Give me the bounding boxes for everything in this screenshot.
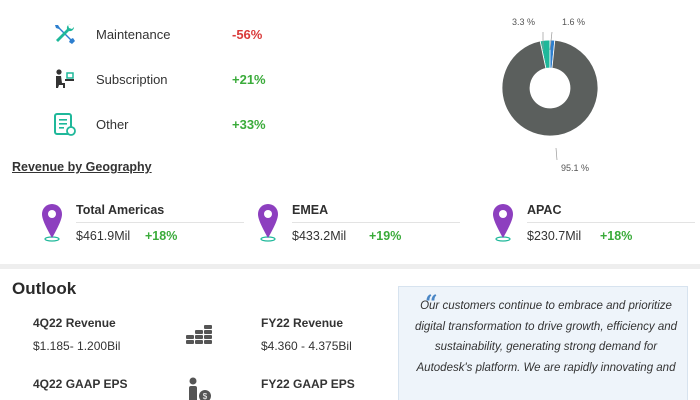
pie-label: 1.6 % bbox=[562, 17, 586, 27]
person-dollar-icon: $ bbox=[189, 377, 211, 400]
revenue-donut-chart bbox=[501, 31, 599, 161]
revenue-type-change: +33% bbox=[232, 116, 266, 132]
pie-label: 3.3 % bbox=[512, 17, 536, 27]
section-divider bbox=[0, 264, 700, 269]
location-pin-icon bbox=[493, 204, 513, 242]
geo-value: $461.9Mil bbox=[76, 229, 131, 243]
geo-card-americas: Total Americas $461.9Mil +18% bbox=[40, 200, 250, 250]
ceo-quote-box: “ Our customers continue to embrace and … bbox=[398, 286, 688, 400]
geo-name: Total Americas bbox=[76, 203, 165, 217]
revenue-type-row: Maintenance -56% bbox=[50, 19, 262, 49]
divider bbox=[527, 222, 695, 223]
geo-value: $433.2Mil bbox=[292, 229, 347, 243]
revenue-type-row: Other +33% bbox=[50, 109, 266, 139]
quote-mark-icon: “ bbox=[425, 291, 438, 317]
geo-name: EMEA bbox=[292, 203, 329, 217]
outlook-label: FY22 Revenue bbox=[261, 316, 344, 330]
geo-name: APAC bbox=[527, 203, 562, 217]
revenue-type-label: Maintenance bbox=[96, 26, 171, 42]
pie-leader-line bbox=[555, 147, 558, 161]
wrench-screwdriver-icon bbox=[50, 20, 78, 48]
geo-change: +19% bbox=[369, 229, 402, 243]
document-icon bbox=[50, 110, 78, 138]
pie-slice bbox=[501, 39, 599, 137]
geography-section-title[interactable]: Revenue by Geography bbox=[12, 160, 152, 174]
svg-text:$: $ bbox=[203, 392, 208, 400]
geo-change: +18% bbox=[145, 229, 178, 243]
ceo-quote: Our customers continue to embrace and pr… bbox=[414, 300, 678, 374]
geo-card-apac: APAC $230.7Mil +18% bbox=[491, 200, 700, 250]
revenue-type-change: +21% bbox=[232, 71, 266, 87]
location-pin-icon bbox=[258, 204, 278, 242]
coin-stack-icon bbox=[186, 325, 212, 344]
divider bbox=[292, 222, 460, 223]
pie-leader-line bbox=[549, 31, 553, 51]
geo-change: +18% bbox=[600, 229, 633, 243]
outlook-value: $4.360 - 4.375Bil bbox=[261, 339, 352, 353]
person-at-desk-icon bbox=[50, 65, 78, 93]
geo-card-emea: EMEA $433.2Mil +19% bbox=[256, 200, 466, 250]
geo-value: $230.7Mil bbox=[527, 229, 582, 243]
outlook-title: Outlook bbox=[12, 279, 77, 298]
location-pin-icon bbox=[42, 204, 62, 242]
pie-label: 95.1 % bbox=[561, 163, 590, 173]
outlook-label: 4Q22 Revenue bbox=[33, 316, 116, 330]
divider bbox=[76, 222, 244, 223]
revenue-type-label: Other bbox=[96, 116, 129, 132]
revenue-type-change: -56% bbox=[232, 26, 263, 42]
revenue-type-row: Subscription +21% bbox=[50, 64, 266, 94]
outlook-label: 4Q22 GAAP EPS bbox=[33, 377, 128, 391]
revenue-type-label: Subscription bbox=[96, 71, 168, 87]
outlook-value: $1.185- 1.200Bil bbox=[33, 339, 121, 353]
outlook-label: FY22 GAAP EPS bbox=[261, 377, 355, 391]
